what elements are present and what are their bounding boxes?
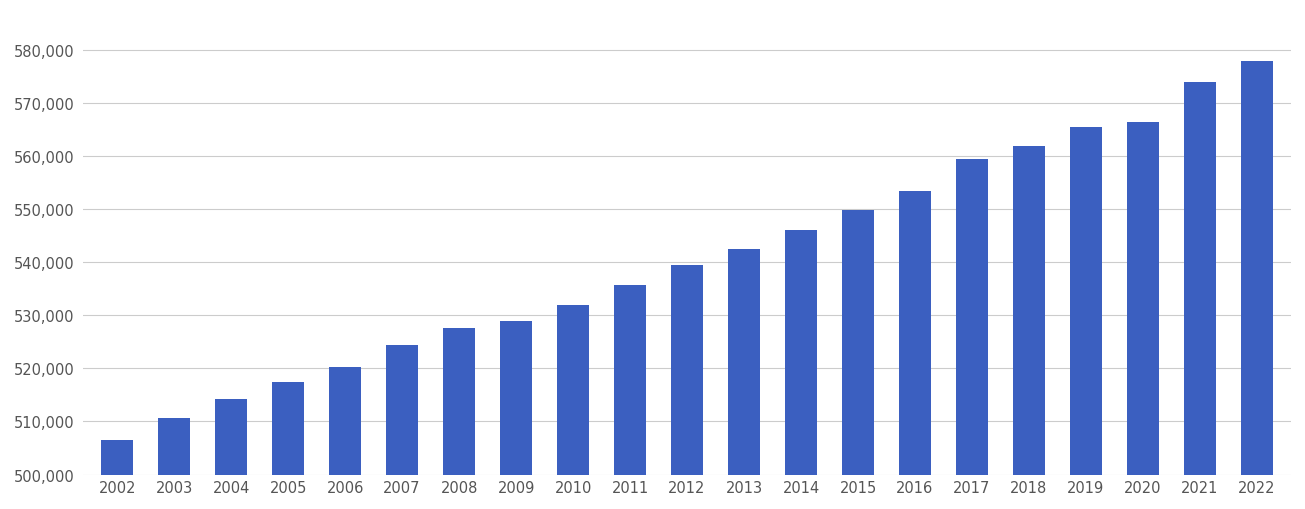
Bar [957,159,988,509]
Bar [273,382,304,509]
Bar [1128,123,1159,509]
Bar [615,286,646,509]
Bar [215,400,247,509]
Bar [728,249,760,509]
Bar [899,191,930,509]
Bar [444,328,475,509]
Bar [500,321,531,509]
Bar [1241,62,1272,509]
Bar [671,265,702,509]
Bar [1013,146,1044,509]
Bar [842,210,873,509]
Bar [158,418,189,509]
Bar [386,345,418,509]
Bar [329,367,360,509]
Bar [1184,82,1215,509]
Bar [102,440,133,509]
Bar [1070,128,1101,509]
Bar [557,305,589,509]
Bar [786,231,817,509]
